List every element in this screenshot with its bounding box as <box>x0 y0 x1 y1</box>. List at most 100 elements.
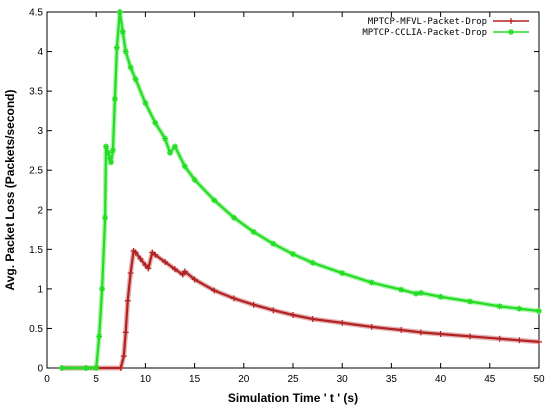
data-point <box>368 279 375 286</box>
data-point <box>105 149 112 156</box>
data-point <box>290 311 296 318</box>
data-point <box>142 262 149 269</box>
data-point <box>417 329 424 336</box>
y-tick-label: 4.5 <box>29 8 43 19</box>
data-point <box>142 99 149 106</box>
legend-marker <box>508 29 514 35</box>
data-point <box>99 285 106 292</box>
data-point <box>83 365 90 371</box>
y-tick-label: 4 <box>37 47 43 58</box>
data-point <box>122 48 129 55</box>
x-tick-label: 45 <box>484 374 496 385</box>
series-mfvl <box>58 247 542 371</box>
data-point <box>339 319 346 326</box>
data-point <box>230 295 237 302</box>
data-point <box>496 335 503 342</box>
y-tick-label: 0.5 <box>29 324 43 335</box>
data-point <box>437 293 444 300</box>
data-point <box>536 338 542 345</box>
data-point <box>368 323 375 330</box>
data-point <box>124 297 131 304</box>
data-point <box>339 270 346 277</box>
data-point <box>171 266 178 273</box>
x-axis-title: Simulation Time ' t ' (s) <box>228 391 358 405</box>
data-point <box>270 307 277 314</box>
x-tick-label: 50 <box>533 374 545 385</box>
x-tick-label: 25 <box>287 374 299 385</box>
data-point <box>290 251 296 258</box>
data-point <box>181 163 188 170</box>
data-point <box>119 28 126 35</box>
data-point <box>516 305 523 312</box>
series-line-glow <box>61 248 540 371</box>
data-point <box>116 9 123 15</box>
data-point <box>103 143 110 150</box>
data-point <box>120 353 127 360</box>
data-point <box>398 286 405 293</box>
data-point <box>152 119 159 126</box>
data-point <box>109 147 116 154</box>
data-point <box>107 159 114 166</box>
y-tick-label: 3.5 <box>29 87 43 98</box>
series-cclia <box>58 9 542 371</box>
y-axis-title: Avg. Packet Loss (Packets/second) <box>3 90 17 291</box>
data-point <box>132 76 139 83</box>
data-point <box>167 149 173 156</box>
data-point <box>127 64 134 71</box>
data-point <box>137 255 144 262</box>
x-tick-label: 0 <box>44 374 50 385</box>
data-point <box>437 330 444 337</box>
data-point <box>211 287 218 294</box>
y-tick-label: 3 <box>37 126 43 137</box>
data-point <box>467 298 474 305</box>
data-point <box>181 268 188 275</box>
data-point <box>309 259 316 266</box>
series-line <box>61 249 540 370</box>
data-point <box>145 265 152 272</box>
data-point <box>132 249 139 256</box>
x-axis: 0 5 10 15 20 25 30 35 40 45 50 <box>44 12 545 385</box>
legend: MPTCP-MFVL-Packet-DropMPTCP-CCLIA-Packet… <box>362 17 529 38</box>
data-point <box>111 96 118 103</box>
data-point <box>270 240 277 247</box>
data-point <box>162 135 169 142</box>
data-point <box>96 333 103 340</box>
x-tick-label: 15 <box>189 374 201 385</box>
legend-label: MPTCP-CCLIA-Packet-Drop <box>362 28 487 38</box>
data-point <box>516 337 523 344</box>
data-point <box>250 301 257 308</box>
data-point <box>536 308 542 315</box>
y-tick-label: 2.5 <box>29 166 43 177</box>
data-point <box>152 251 159 258</box>
data-point <box>211 197 218 204</box>
data-point <box>417 289 424 296</box>
data-point <box>496 303 503 310</box>
data-point <box>413 290 419 297</box>
y-tick-label: 2 <box>37 205 43 216</box>
data-point <box>106 155 113 162</box>
data-point <box>102 214 109 221</box>
legend-marker <box>508 18 514 24</box>
data-point <box>127 270 134 277</box>
y-tick-label: 1 <box>37 284 43 295</box>
data-point <box>162 258 169 265</box>
data-point <box>113 44 120 51</box>
data-point <box>230 214 237 221</box>
x-tick-label: 40 <box>435 374 447 385</box>
x-tick-label: 30 <box>337 374 349 385</box>
data-point <box>117 365 124 371</box>
legend-label: MPTCP-MFVL-Packet-Drop <box>368 17 487 27</box>
series-layer <box>58 9 542 371</box>
data-point <box>171 143 178 150</box>
x-tick-label: 35 <box>386 374 398 385</box>
data-point <box>467 333 474 340</box>
data-point <box>122 329 129 336</box>
y-tick-label: 1.5 <box>29 245 43 256</box>
data-point <box>191 276 198 283</box>
data-point <box>250 228 257 235</box>
y-axis: 0 0.5 1 1.5 2 2.5 3 3.5 4 4.5 <box>29 8 539 375</box>
y-tick-label: 0 <box>37 364 43 375</box>
data-point <box>58 365 65 371</box>
x-tick-label: 5 <box>93 374 99 385</box>
data-point <box>191 176 198 183</box>
